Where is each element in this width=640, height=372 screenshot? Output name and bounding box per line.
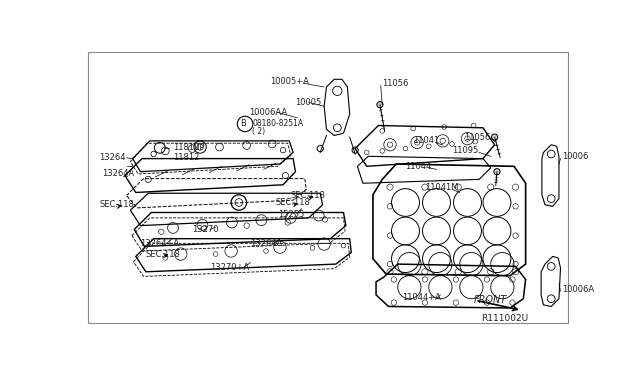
- Text: 10006A: 10006A: [562, 285, 594, 294]
- Circle shape: [494, 169, 500, 175]
- Circle shape: [377, 102, 383, 108]
- Text: 13270+A: 13270+A: [210, 263, 250, 272]
- Text: 10006: 10006: [562, 152, 588, 161]
- Text: FRONT: FRONT: [474, 295, 507, 305]
- Text: 11810P: 11810P: [173, 143, 205, 152]
- Text: 08180-8251A: 08180-8251A: [252, 119, 303, 128]
- Text: 10005+A: 10005+A: [270, 77, 308, 86]
- Text: SEC.118: SEC.118: [291, 191, 326, 200]
- Text: SEC.118: SEC.118: [99, 200, 134, 209]
- Text: SEC.118: SEC.118: [146, 250, 180, 259]
- Text: 13264: 13264: [99, 153, 126, 162]
- Text: ( 2): ( 2): [252, 127, 265, 136]
- Text: 13270: 13270: [193, 225, 219, 234]
- Text: 11041M: 11041M: [425, 183, 458, 192]
- Text: SEC.118: SEC.118: [275, 198, 310, 207]
- Text: 11095: 11095: [452, 147, 478, 155]
- Text: 11812: 11812: [173, 153, 200, 162]
- Text: 10005: 10005: [296, 98, 322, 107]
- Text: 11041: 11041: [413, 137, 440, 145]
- Text: 13264A: 13264A: [250, 239, 283, 248]
- Text: 15255: 15255: [278, 210, 304, 219]
- Text: 11044+A: 11044+A: [402, 293, 440, 302]
- Text: B: B: [240, 119, 246, 128]
- Text: 10006AA: 10006AA: [249, 108, 287, 117]
- Text: 11056: 11056: [382, 78, 408, 88]
- Text: 13264A: 13264A: [102, 170, 134, 179]
- Text: 11044: 11044: [406, 162, 432, 171]
- Text: R111002U: R111002U: [481, 314, 529, 323]
- Text: 11056: 11056: [463, 132, 490, 141]
- Text: 13264+A: 13264+A: [140, 239, 180, 248]
- Circle shape: [492, 134, 498, 140]
